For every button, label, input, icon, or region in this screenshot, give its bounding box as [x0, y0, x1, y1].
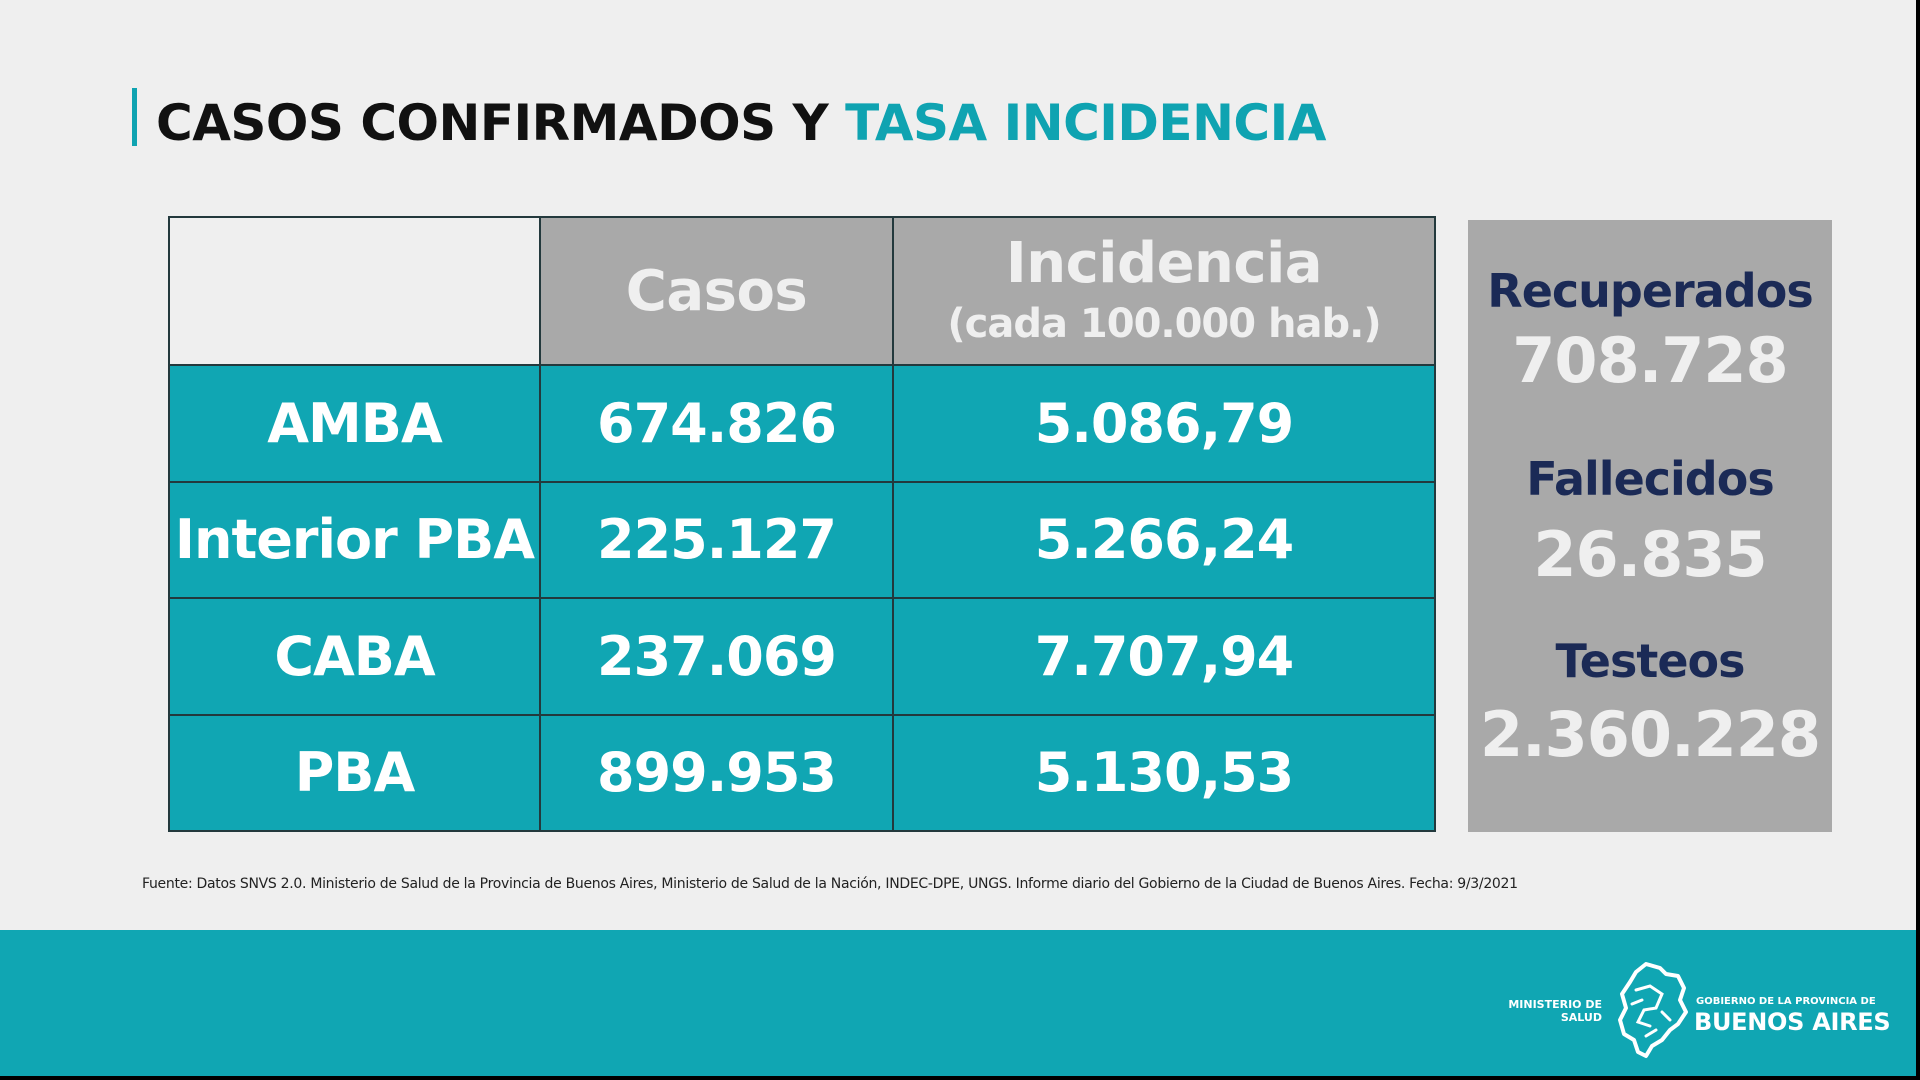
- footer-band: MINISTERIO DE SALUD GOBIERNO DE LA PROVI…: [0, 930, 1916, 1076]
- fallecidos-value: 26.835: [1533, 518, 1767, 591]
- gobierno-provincia-label: GOBIERNO DE LA PROVINCIA DE: [1696, 996, 1876, 1007]
- row-label-amba: AMBA: [170, 366, 539, 481]
- table-corner-cell: [170, 218, 539, 364]
- page-title: CASOS CONFIRMADOS Y TASA INCIDENCIA: [156, 88, 1326, 158]
- header-casos: Casos: [541, 218, 892, 364]
- recuperados-label: Recuperados: [1487, 264, 1813, 318]
- cases-table: Casos Incidencia (cada 100.000 hab.) AMB…: [168, 216, 1436, 832]
- fallecidos-label: Fallecidos: [1526, 452, 1774, 506]
- ministerio-line-1: MINISTERIO DE: [1508, 998, 1602, 1011]
- header-incidencia: Incidencia (cada 100.000 hab.): [894, 218, 1434, 364]
- ministerio-salud-logo-text: MINISTERIO DE SALUD: [1490, 998, 1602, 1024]
- row-incidencia-pba: 5.130,53: [894, 715, 1434, 830]
- row-incidencia-caba: 7.707,94: [894, 599, 1434, 714]
- testeos-value: 2.360.228: [1479, 698, 1821, 771]
- buenos-aires-label: BUENOS AIRES: [1694, 1008, 1891, 1036]
- summary-panel: Recuperados 708.728 Fallecidos 26.835 Te…: [1468, 220, 1832, 832]
- title-part-1: CASOS CONFIRMADOS Y: [156, 94, 846, 152]
- row-incidencia-amba: 5.086,79: [894, 366, 1434, 481]
- row-label-interior-pba: Interior PBA: [170, 482, 539, 597]
- row-label-caba: CABA: [170, 599, 539, 714]
- recuperados-value: 708.728: [1512, 324, 1788, 397]
- row-casos-caba: 237.069: [541, 599, 892, 714]
- testeos-label: Testeos: [1555, 634, 1745, 688]
- title-part-2: TASA INCIDENCIA: [845, 94, 1326, 152]
- row-casos-interior-pba: 225.127: [541, 482, 892, 597]
- header-incidencia-title: Incidencia: [1005, 231, 1323, 296]
- source-note: Fuente: Datos SNVS 2.0. Ministerio de Sa…: [142, 876, 1518, 892]
- header-incidencia-subtitle: (cada 100.000 hab.): [947, 301, 1381, 347]
- row-incidencia-interior-pba: 5.266,24: [894, 482, 1434, 597]
- row-casos-pba: 899.953: [541, 715, 892, 830]
- ministerio-line-2: SALUD: [1560, 1011, 1602, 1024]
- row-label-pba: PBA: [170, 715, 539, 830]
- row-casos-amba: 674.826: [541, 366, 892, 481]
- title-accent-bar: [132, 88, 137, 146]
- buenos-aires-province-map-icon: [1616, 960, 1688, 1060]
